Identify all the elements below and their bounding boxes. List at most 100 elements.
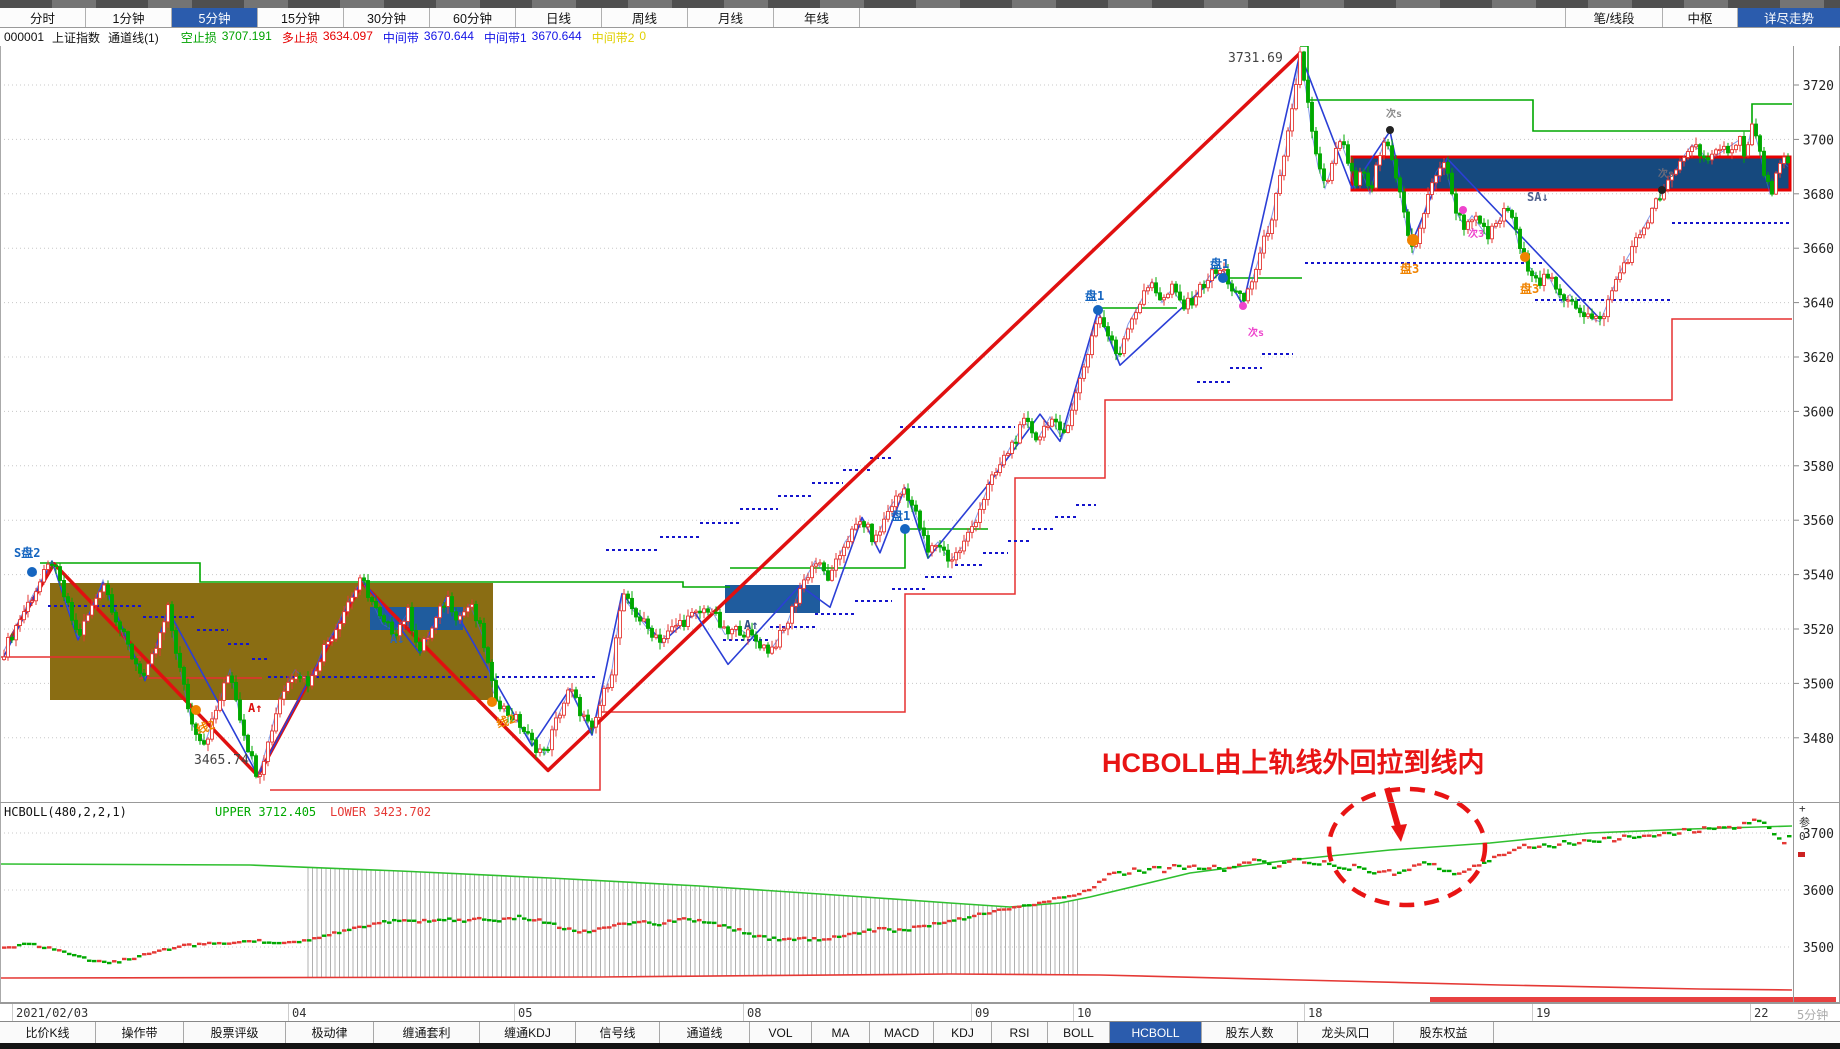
info-field: 中间带1 3670.644	[484, 29, 582, 46]
time-axis-tick	[743, 1004, 744, 1021]
svg-text:次3: 次3	[1468, 227, 1484, 240]
svg-text:A↓: A↓	[390, 632, 404, 646]
svg-text:3660: 3660	[1803, 242, 1834, 257]
indicator-tab[interactable]: 缠通套利	[374, 1022, 480, 1043]
midband-dotted-lines	[48, 222, 1792, 678]
info-field-value: 3707.191	[221, 28, 272, 43]
svg-text:3540: 3540	[1803, 569, 1834, 584]
pivot-zone-boxes	[50, 155, 1792, 700]
toolbar-spacer	[1494, 1022, 1840, 1043]
time-axis-label: 19	[1536, 1006, 1551, 1020]
svg-text:盘1: 盘1	[1210, 256, 1229, 271]
time-axis-label: 10	[1077, 1006, 1092, 1020]
svg-text:盘1: 盘1	[1085, 288, 1104, 303]
svg-text:盘3: 盘3	[1400, 261, 1419, 276]
info-field: 多止损 3634.097	[282, 29, 373, 46]
indicator-tab[interactable]: 缠通KDJ	[480, 1022, 576, 1043]
period-tab[interactable]: 30分钟	[344, 8, 430, 27]
chart-area: 3720 3700 3680 3660 3640 3620 3600 3580 3560 3540…	[0, 45, 1840, 1003]
info-field-value: 3670.644	[531, 28, 582, 43]
mode-button[interactable]: 详尽走势	[1737, 8, 1840, 27]
info-field-value: 3670.644	[423, 28, 474, 43]
indicator-tab[interactable]: 股票评级	[184, 1022, 286, 1043]
time-axis-tick	[1532, 1004, 1533, 1021]
indicator-tab[interactable]: BOLL	[1048, 1022, 1110, 1043]
svg-text:3700: 3700	[1803, 133, 1834, 148]
indicator-tab[interactable]: HCBOLL	[1110, 1022, 1202, 1043]
svg-text:+: +	[1799, 802, 1806, 815]
period-tab[interactable]: 月线	[688, 8, 774, 27]
time-axis-label: 08	[747, 1006, 762, 1020]
svg-text:3720: 3720	[1803, 79, 1834, 94]
signal-marks: S盘2 盘1 盘1 盘1 盘3 盘3 线2 线2 A↑ A↑ A↓ SA↓ 次s 次s 次s 次3	[14, 107, 1674, 737]
svg-text:3700: 3700	[1803, 827, 1834, 842]
hand-annotation-text: HCBOLL由上轨线外回拉到线内	[1102, 747, 1484, 778]
svg-text:3500: 3500	[1803, 677, 1834, 692]
svg-text:线2: 线2	[494, 711, 517, 731]
time-axis-label: 22	[1754, 1006, 1769, 1020]
period-tab[interactable]: 周线	[602, 8, 688, 27]
period-tab[interactable]: 60分钟	[430, 8, 516, 27]
time-axis: 2021/02/03 04 05 08 09 10 18 19 22 5分钟	[0, 1003, 1840, 1022]
period-hint-label: 5分钟	[1797, 1008, 1829, 1022]
indicator-tab[interactable]: RSI	[992, 1022, 1048, 1043]
window-bottom-edge	[0, 1043, 1840, 1049]
hcboll-upper-value: UPPER 3712.405	[215, 805, 316, 819]
svg-text:3500: 3500	[1803, 941, 1834, 956]
stock-code: 000001	[4, 30, 45, 44]
time-axis-label: 18	[1308, 1006, 1323, 1020]
svg-text:3680: 3680	[1803, 188, 1834, 203]
time-axis-tick	[971, 1004, 972, 1021]
period-tab[interactable]: 分时	[0, 8, 86, 27]
time-axis-tick	[1750, 1004, 1751, 1021]
svg-text:参: 参	[1799, 815, 1810, 829]
time-axis-tick	[1304, 1004, 1305, 1021]
info-field: 空止损 3707.191	[181, 29, 272, 46]
hcboll-indicator-name: HCBOLL(480,2,2,1)	[4, 805, 127, 819]
mode-button[interactable]: 笔/线段	[1565, 8, 1662, 27]
svg-text:盘3: 盘3	[1520, 281, 1539, 296]
indicator-tab[interactable]: VOL	[750, 1022, 812, 1043]
indicator-tab[interactable]: 龙头风口	[1298, 1022, 1394, 1043]
period-tab[interactable]: 15分钟	[258, 8, 344, 27]
indicator-values: 空止损 3707.191 多止损 3634.097 中间带 3670.644 中间带1 367…	[181, 29, 646, 46]
time-axis-label: 04	[292, 1006, 307, 1020]
indicator-tab[interactable]: MA	[812, 1022, 870, 1043]
mode-button[interactable]: 中枢	[1662, 8, 1737, 27]
time-axis-label: 05	[518, 1006, 533, 1020]
indicator-tab[interactable]: 通道线	[660, 1022, 750, 1043]
chart-text-labels: 3731.69 3465.74 HCBOLL(480,2,2,1) UPPER …	[4, 51, 1484, 819]
period-tab[interactable]: 年线	[774, 8, 860, 27]
period-tab[interactable]: 日线	[516, 8, 602, 27]
toolbar-spacer	[860, 8, 1565, 27]
time-axis-tick	[514, 1004, 515, 1021]
info-field-label: 中间带	[382, 30, 419, 45]
info-field-label: 多止损	[281, 30, 318, 45]
period-tab[interactable]: 1分钟	[86, 8, 172, 27]
svg-text:盘1: 盘1	[891, 508, 910, 523]
high-price-label: 3731.69	[1228, 51, 1283, 66]
indicator-tab[interactable]: KDJ	[934, 1022, 992, 1043]
indicator-tab[interactable]: 极动律	[286, 1022, 374, 1043]
period-toolbar: 分时 1分钟 5分钟 15分钟 30分钟 60分钟 日线 周线 月线 年线 笔/线段 中枢 详尽走势	[0, 8, 1840, 28]
indicator-tab[interactable]: 操作带	[96, 1022, 184, 1043]
period-tab[interactable]: 5分钟	[172, 8, 258, 27]
svg-text:3620: 3620	[1803, 351, 1834, 366]
info-field-value: 0	[639, 28, 647, 43]
info-field-label: 中间带2	[591, 30, 635, 45]
indicator-tab[interactable]: 股东人数	[1202, 1022, 1298, 1043]
svg-text:次s: 次s	[1658, 167, 1674, 180]
indicator-name: 通道线(1)	[108, 30, 159, 45]
info-field-value: 3634.097	[322, 28, 373, 43]
stock-name: 上证指数	[52, 30, 101, 45]
info-bar: 000001 上证指数 通道线(1) 空止损 3707.191 多止损 3634.09…	[0, 28, 1840, 46]
indicator-tab[interactable]: MACD	[870, 1022, 934, 1043]
main-chart-canvas[interactable]: 3720 3700 3680 3660 3640 3620 3600 3580 3560 3540…	[0, 45, 1840, 1003]
svg-text:3600: 3600	[1803, 884, 1834, 899]
svg-text:A↑: A↑	[248, 701, 262, 715]
info-field: 中间带 3670.644	[383, 29, 474, 46]
indicator-tab[interactable]: 信号线	[576, 1022, 660, 1043]
svg-text:SA↓: SA↓	[1527, 190, 1549, 204]
indicator-tab[interactable]: 比价K线	[0, 1022, 96, 1043]
indicator-tab[interactable]: 股东权益	[1394, 1022, 1494, 1043]
